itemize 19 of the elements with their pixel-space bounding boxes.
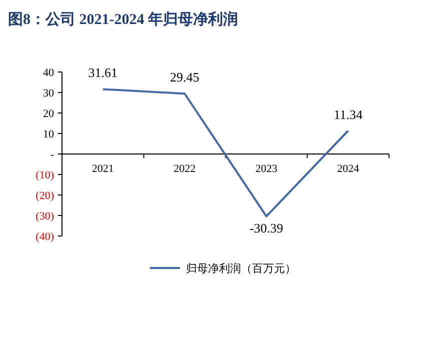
data-label: 29.45 (170, 70, 200, 85)
y-tick-label: 10 (43, 128, 54, 140)
x-tick-label: 2022 (174, 163, 196, 175)
y-tick-label: (10) (36, 170, 54, 182)
legend-label: 归母净利润（百万元） (186, 262, 296, 275)
data-label: 31.61 (88, 65, 118, 80)
chart-title: 图8：公司 2021-2024 年归母净利润 (8, 10, 238, 28)
x-tick-label: 2024 (337, 163, 360, 175)
x-tick-label: 2023 (255, 163, 278, 175)
x-tick-label: 2021 (92, 163, 114, 175)
y-tick-label: 30 (43, 88, 54, 100)
y-tick-label: 20 (43, 108, 54, 120)
y-tick-label: 40 (43, 67, 54, 79)
y-tick-label: (20) (36, 190, 54, 202)
y-tick-label: (40) (36, 231, 54, 243)
data-label: -30.39 (250, 220, 284, 236)
y-tick-label: - (50, 149, 54, 161)
y-tick-label: (30) (36, 210, 54, 222)
data-label: 11.34 (334, 106, 363, 122)
